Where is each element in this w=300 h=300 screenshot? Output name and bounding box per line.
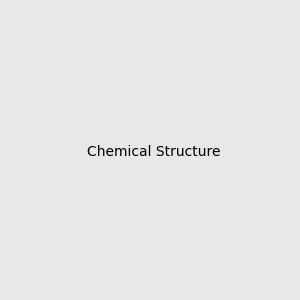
Text: Chemical Structure: Chemical Structure <box>87 145 220 158</box>
